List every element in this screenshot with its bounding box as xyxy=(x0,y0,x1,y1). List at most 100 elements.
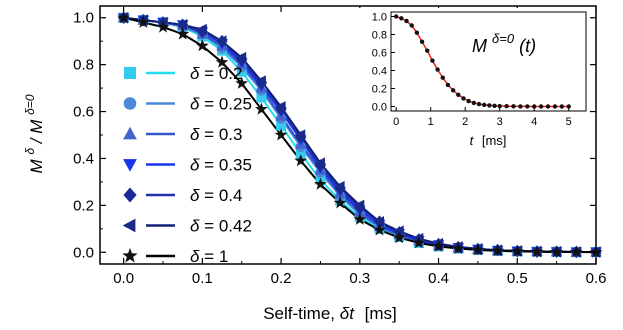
inset-title-sup: δ=0 xyxy=(492,31,515,46)
data-marker-triangle-left xyxy=(393,225,404,237)
y-axis-label-slash: / M xyxy=(27,119,46,144)
inset-data-point xyxy=(492,103,497,108)
data-marker-star xyxy=(274,128,288,141)
inset-data-point xyxy=(419,39,425,44)
data-marker-triangle-left xyxy=(196,23,207,36)
data-marker-triangle-left xyxy=(122,218,136,233)
data-marker-star xyxy=(294,154,308,167)
inset-data-point xyxy=(552,104,558,109)
inset-y-tick-label: 0.6 xyxy=(372,48,387,60)
data-marker-triangle-left xyxy=(314,157,325,169)
x-axis-label-main: Self-time, xyxy=(263,304,335,323)
main-x-axis: 0.0 0.1 0.2 0.3 0.4 0.5 0.6 xyxy=(113,6,606,287)
inset-data-point xyxy=(511,104,516,109)
inset-data-point xyxy=(404,18,409,24)
x-axis-label-symbol: δt xyxy=(340,304,355,323)
inset-data-point xyxy=(450,88,456,93)
inset-data-point xyxy=(461,96,466,101)
data-marker-square xyxy=(256,92,267,103)
legend-label: δ = 0.3 xyxy=(190,125,242,144)
legend-label: δ = 0.42 xyxy=(190,217,252,236)
data-marker-star xyxy=(195,39,209,52)
inset-x-axis-label-symbol: t xyxy=(470,133,475,148)
y-tick-label: 0.4 xyxy=(73,150,94,167)
inset-plot: 0 1 2 3 4 5 0.0 0.2 0.4 0.6 0.8 1.0 M δ=0 (t) t [m… xyxy=(355,8,590,151)
y-tick-label: 1.0 xyxy=(73,10,94,27)
legend-item: δ = 0.4 xyxy=(123,186,242,205)
inset-x-tick-label: 1 xyxy=(428,116,434,128)
main-data-markers xyxy=(117,11,603,259)
data-marker-triangle-left xyxy=(275,101,286,113)
inset-data-point xyxy=(532,104,537,109)
inset-background xyxy=(355,8,590,151)
inset-title: M δ=0 (t) xyxy=(472,27,536,56)
inset-data-point xyxy=(399,16,404,21)
data-marker-triangle-left xyxy=(373,216,384,228)
data-marker-star xyxy=(122,247,138,263)
data-marker-square xyxy=(295,148,306,159)
inset-data-points xyxy=(393,14,571,109)
x-axis-label: Self-time, δt [ms] xyxy=(263,304,397,323)
inset-x-tick-label: 4 xyxy=(531,116,537,128)
main-plot: 0.0 0.1 0.2 0.3 0.4 0.5 0.6 0.0 0.2 0.4 0.6 0.8 1.0… xyxy=(23,5,606,323)
inset-y-tick-label: 0.4 xyxy=(372,66,387,78)
x-tick-label: 0.5 xyxy=(507,270,528,287)
legend-item: δ = 0.2 xyxy=(124,64,242,83)
data-marker-star xyxy=(136,15,150,28)
data-marker-triangle-left xyxy=(294,129,306,141)
inset-data-point xyxy=(471,100,477,106)
data-marker-star xyxy=(432,239,445,252)
legend-item: δ = 1 xyxy=(122,247,228,266)
inset-x-tick-label: 5 xyxy=(566,116,572,128)
inset-data-point xyxy=(414,30,420,35)
inset-x-axis-label-unit: [ms] xyxy=(482,133,507,148)
legend: δ = 0.2 δ = 0.25 δ = 0.3 δ = 0.35 δ = 0.4 δ =… xyxy=(122,64,252,266)
x-tick-label: 0.1 xyxy=(192,270,213,287)
data-marker-diamond xyxy=(123,187,137,203)
x-axis-label-unit: [ms] xyxy=(365,304,397,323)
data-marker-star xyxy=(569,245,583,258)
inset-x-tick-label: 2 xyxy=(462,116,468,128)
data-marker-star xyxy=(156,20,170,33)
data-marker-star xyxy=(373,223,386,236)
inset-data-point xyxy=(440,75,445,80)
legend-item: δ = 0.25 xyxy=(123,95,252,114)
data-marker-triangle-left xyxy=(235,51,247,64)
data-marker-star xyxy=(176,27,190,40)
x-tick-label: 0.6 xyxy=(586,270,607,287)
inset-data-point xyxy=(566,104,571,109)
data-marker-star xyxy=(412,236,426,249)
y-tick-label: 0.6 xyxy=(73,104,94,121)
y-tick-label: 0.8 xyxy=(73,57,94,74)
legend-item: δ = 0.3 xyxy=(123,125,242,144)
x-tick-label: 0.4 xyxy=(428,270,449,287)
y-tick-label: 0.2 xyxy=(73,197,94,214)
main-y-axis: 0.0 0.2 0.4 0.6 0.8 1.0 xyxy=(73,10,596,261)
data-marker-star xyxy=(491,244,504,257)
x-tick-label: 0.3 xyxy=(349,270,370,287)
inset-data-point xyxy=(497,103,502,109)
data-marker-star xyxy=(550,245,564,258)
inset-title-arg: (t) xyxy=(519,36,536,56)
data-marker-star xyxy=(589,245,603,258)
data-marker-triangle-left xyxy=(216,35,227,47)
inset-y-axis: 0.0 0.2 0.4 0.6 0.8 1.0 xyxy=(372,12,395,114)
data-marker-star xyxy=(255,102,268,115)
data-marker-triangle-left xyxy=(334,180,345,193)
inset-y-tick-label: 0.2 xyxy=(372,84,387,96)
data-marker-star xyxy=(333,196,347,209)
inset-data-point xyxy=(425,48,430,53)
legend-label: δ = 0.2 xyxy=(190,64,242,83)
inset-data-point xyxy=(545,104,551,109)
data-marker-star xyxy=(353,212,367,225)
inset-title-base: M xyxy=(472,36,487,56)
data-marker-star xyxy=(392,231,406,244)
x-tick-label: 0.0 xyxy=(113,270,134,287)
y-axis-label-sup2: δ=0 xyxy=(23,94,37,115)
legend-item: δ = 0.42 xyxy=(122,217,252,236)
legend-item: δ = 0.35 xyxy=(123,156,252,175)
data-marker-triangle-left xyxy=(176,19,188,31)
inset-data-point xyxy=(466,98,471,104)
inset-data-point xyxy=(559,104,565,109)
inset-data-point xyxy=(538,104,544,109)
